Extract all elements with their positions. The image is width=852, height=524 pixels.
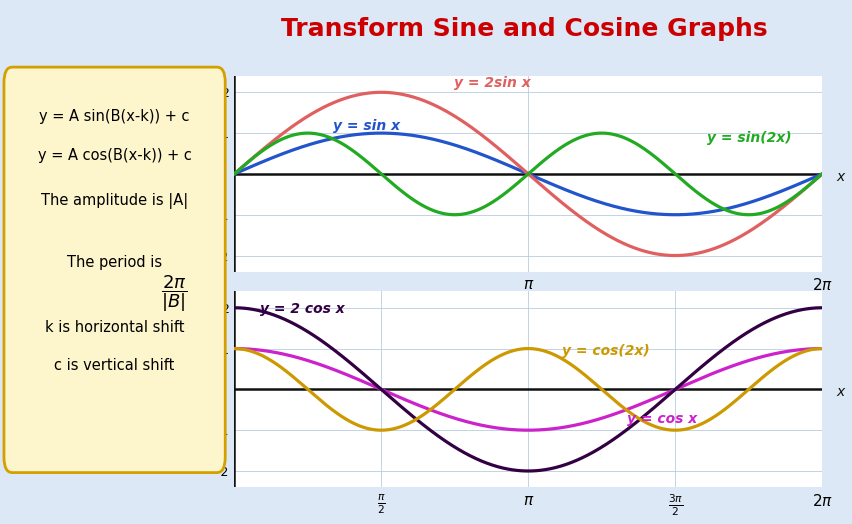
Text: $\dfrac{2\pi}{|B|}$: $\dfrac{2\pi}{|B|}$ <box>160 274 187 314</box>
FancyBboxPatch shape <box>4 67 225 473</box>
Text: $x$: $x$ <box>836 385 847 399</box>
Text: c is vertical shift: c is vertical shift <box>55 358 175 373</box>
Text: y = cos x: y = cos x <box>627 412 698 426</box>
Text: y = A sin(B(x-k)) + c: y = A sin(B(x-k)) + c <box>39 110 190 124</box>
Text: y = 2sin x: y = 2sin x <box>454 77 531 91</box>
Text: y = A cos(B(x-k)) + c: y = A cos(B(x-k)) + c <box>37 148 192 162</box>
Text: y = cos(2x): y = cos(2x) <box>561 344 649 358</box>
Text: The amplitude is |A|: The amplitude is |A| <box>41 193 188 209</box>
Text: Transform Sine and Cosine Graphs: Transform Sine and Cosine Graphs <box>280 17 768 41</box>
Text: The period is: The period is <box>67 255 162 270</box>
Text: k is horizontal shift: k is horizontal shift <box>45 320 184 335</box>
Text: y = sin(2x): y = sin(2x) <box>707 131 792 145</box>
Text: y = sin x: y = sin x <box>332 119 400 133</box>
Text: y = 2 cos x: y = 2 cos x <box>261 302 345 316</box>
Text: $x$: $x$ <box>836 170 847 184</box>
